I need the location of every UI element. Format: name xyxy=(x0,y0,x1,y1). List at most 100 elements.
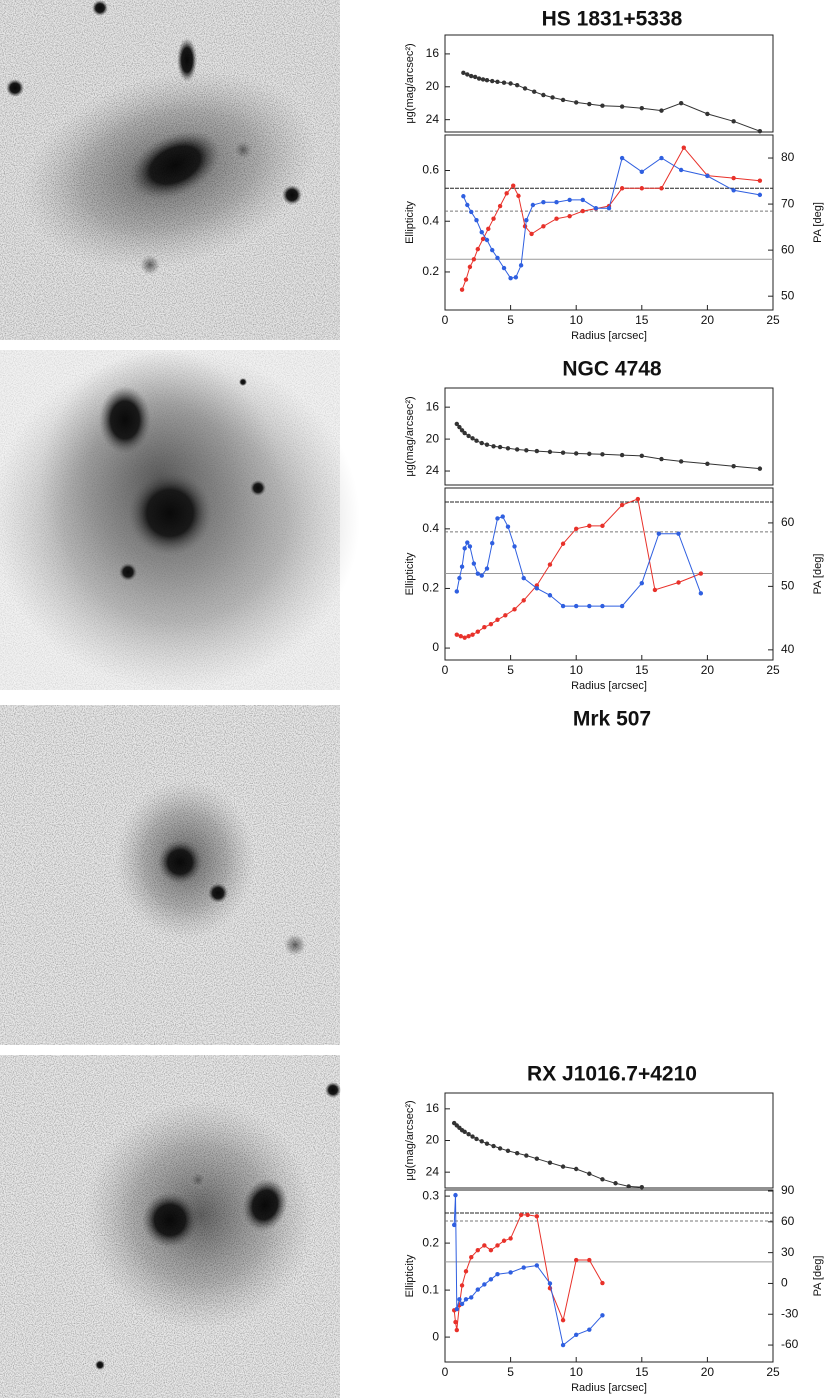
data-point xyxy=(600,1177,605,1182)
data-point xyxy=(508,1270,513,1275)
data-point xyxy=(501,1238,507,1243)
data-point xyxy=(635,496,641,502)
data-point xyxy=(508,276,513,281)
data-point xyxy=(488,1277,494,1282)
y2-tick-label: 70 xyxy=(781,196,795,210)
data-point xyxy=(484,237,490,243)
data-point xyxy=(541,92,546,98)
x-tick-label: 5 xyxy=(507,1365,514,1379)
data-point xyxy=(560,541,566,546)
data-point xyxy=(484,78,490,83)
data-point xyxy=(457,575,462,581)
y-tick-label: 20 xyxy=(426,1133,440,1147)
data-point xyxy=(454,632,460,637)
data-point xyxy=(534,1263,540,1268)
data-point xyxy=(731,464,736,469)
data-point xyxy=(474,438,479,443)
data-point xyxy=(600,103,605,108)
data-point xyxy=(512,607,517,612)
data-point xyxy=(600,1313,605,1318)
data-point xyxy=(547,562,553,567)
data-point xyxy=(466,1131,471,1137)
data-point xyxy=(462,430,467,436)
data-point xyxy=(474,1136,479,1142)
x-tick-label: 25 xyxy=(766,663,780,677)
data-point xyxy=(639,186,644,191)
y2-tick-label: 60 xyxy=(781,242,795,256)
data-point xyxy=(547,449,553,455)
data-point xyxy=(521,575,526,581)
data-point xyxy=(705,461,710,467)
y2-tick-label: 60 xyxy=(781,1214,795,1228)
y-tick-label: 0.2 xyxy=(422,1235,439,1249)
data-point xyxy=(676,531,681,536)
y-tick-label: 16 xyxy=(426,46,440,60)
data-point xyxy=(457,424,462,430)
data-point xyxy=(554,216,559,221)
data-point xyxy=(479,573,484,578)
y-tick-label: 0.3 xyxy=(422,1188,439,1202)
data-point xyxy=(587,603,592,609)
data-point xyxy=(458,633,463,639)
data-point xyxy=(491,1143,496,1149)
data-point xyxy=(757,192,763,198)
x-axis-label: Radius [arcsec] xyxy=(571,680,647,692)
data-point xyxy=(454,589,460,594)
plot-frame xyxy=(444,1092,774,1189)
x-tick-label: 20 xyxy=(701,1365,715,1379)
data-point xyxy=(731,188,736,193)
data-point xyxy=(495,79,500,85)
y-tick-label: 20 xyxy=(426,79,440,93)
data-point xyxy=(593,206,599,211)
data-point xyxy=(465,540,470,545)
data-point xyxy=(524,217,529,223)
series-line xyxy=(461,146,760,290)
data-point xyxy=(505,1148,511,1153)
data-point xyxy=(479,440,484,446)
y2-tick-label: 50 xyxy=(781,288,795,302)
y2-tick-label: 80 xyxy=(781,150,795,164)
data-point xyxy=(508,81,513,86)
data-point xyxy=(619,104,625,109)
data-point xyxy=(534,1156,540,1161)
x-tick-label: 15 xyxy=(635,663,649,677)
data-point xyxy=(560,1317,566,1323)
data-point xyxy=(467,544,473,549)
y2-tick-label: 40 xyxy=(781,642,795,656)
data-point xyxy=(574,100,579,105)
data-point xyxy=(503,613,508,618)
data-point xyxy=(459,1301,465,1307)
data-point xyxy=(514,447,520,452)
y2-tick-label: -30 xyxy=(781,1306,799,1320)
y-tick-label: 24 xyxy=(426,112,440,126)
data-point xyxy=(463,1269,469,1274)
data-point xyxy=(505,524,511,529)
data-point xyxy=(475,246,480,252)
data-point xyxy=(534,1214,540,1219)
chart-title: RX J1016.7+4210 xyxy=(527,1063,697,1086)
data-point xyxy=(497,1146,503,1151)
data-point xyxy=(453,1319,458,1325)
data-point xyxy=(731,119,736,124)
data-point xyxy=(560,450,566,455)
data-point xyxy=(459,564,465,569)
x-tick-label: 10 xyxy=(570,1365,584,1379)
y-tick-label: 0.6 xyxy=(422,163,439,177)
data-point xyxy=(560,603,566,609)
x-axis-label: Radius [arcsec] xyxy=(571,330,647,342)
data-point xyxy=(587,101,592,107)
data-point xyxy=(475,629,480,634)
data-point xyxy=(554,200,559,205)
data-point xyxy=(459,428,465,433)
data-point xyxy=(514,1150,520,1156)
x-tick-label: 25 xyxy=(766,313,780,327)
data-point xyxy=(659,108,664,113)
data-point xyxy=(619,155,625,161)
data-point xyxy=(524,1153,529,1158)
data-point xyxy=(465,72,470,77)
data-point xyxy=(501,265,507,271)
y-tick-label: 0 xyxy=(432,1329,439,1343)
data-point xyxy=(471,561,477,566)
data-point xyxy=(574,526,579,532)
plot-frame xyxy=(444,34,774,133)
